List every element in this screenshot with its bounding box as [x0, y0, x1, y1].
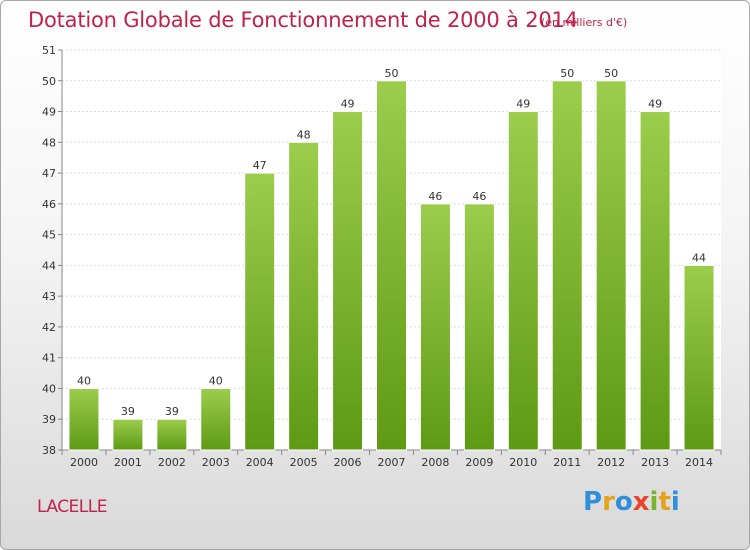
- logo-letter: i: [670, 487, 680, 517]
- y-tick-label: 47: [42, 167, 56, 180]
- x-tick-label: 2001: [114, 456, 142, 469]
- data-labels: 40 39 39 40 47 48 49 50 46 46 49 50 50 49 44: [77, 67, 706, 418]
- logo-letter: x: [632, 487, 650, 517]
- bar-2009: [463, 203, 495, 451]
- x-tick-label: 2005: [290, 456, 318, 469]
- x-tick-label: 2006: [334, 456, 362, 469]
- x-tick-label: 2008: [421, 456, 449, 469]
- logo-letter: r: [602, 487, 615, 517]
- x-tick-label: 2007: [378, 456, 406, 469]
- x-tick-label: 2000: [70, 456, 98, 469]
- bar-2013: [639, 111, 671, 451]
- bar-2002: [156, 418, 188, 451]
- data-label: 39: [165, 405, 179, 418]
- bars: [68, 80, 715, 451]
- bar-2014: [683, 264, 715, 451]
- y-tick-label: 48: [42, 136, 56, 149]
- data-label: 39: [121, 405, 135, 418]
- bar-2006: [332, 111, 364, 451]
- commune-name: LACELLE: [37, 497, 108, 517]
- bar-2007: [376, 80, 407, 451]
- data-label: 50: [604, 67, 618, 80]
- bar-2012: [595, 80, 627, 451]
- logo-letter: P: [583, 487, 603, 517]
- y-tick-label: 43: [42, 290, 56, 303]
- x-tick-label: 2009: [465, 456, 493, 469]
- logo-letter: o: [614, 487, 633, 517]
- data-label: 48: [297, 128, 311, 141]
- x-tick-label: 2014: [685, 456, 713, 469]
- bar-2004: [244, 172, 276, 451]
- bar-2001: [112, 418, 144, 451]
- data-label: 46: [472, 190, 486, 203]
- logo-letter: t: [658, 487, 671, 517]
- logo-letter: i: [649, 487, 659, 517]
- chart-title: Dotation Globale de Fonctionnement de 20…: [28, 8, 578, 32]
- x-tick-label: 2002: [158, 456, 186, 469]
- data-label: 40: [77, 374, 91, 387]
- data-label: 49: [516, 98, 530, 111]
- x-tick-label: 2013: [641, 456, 669, 469]
- x-tick-label: 2011: [553, 456, 581, 469]
- y-tick-label: 51: [42, 44, 56, 57]
- data-label: 49: [341, 98, 355, 111]
- y-tick-label: 49: [42, 106, 56, 119]
- y-tick-label: 38: [42, 444, 56, 457]
- data-label: 50: [560, 67, 574, 80]
- data-label: 50: [385, 67, 399, 80]
- data-label: 49: [648, 98, 662, 111]
- x-tick-label: 2003: [202, 456, 230, 469]
- x-tick-label: 2010: [509, 456, 537, 469]
- y-tick-label: 42: [42, 321, 56, 334]
- y-tick-label: 44: [42, 259, 56, 272]
- y-tick-label: 41: [42, 352, 56, 365]
- data-label: 47: [253, 159, 267, 172]
- y-tick-label: 50: [42, 75, 56, 88]
- bar-2008: [419, 203, 451, 451]
- data-label: 44: [692, 251, 706, 264]
- proxiti-logo: Proxiti: [583, 487, 680, 517]
- y-tick-label: 40: [42, 382, 56, 395]
- bar-2011: [551, 80, 583, 451]
- data-label: 46: [428, 190, 442, 203]
- bar-2010: [507, 111, 539, 451]
- y-tick-label: 39: [42, 413, 56, 426]
- bar-2003: [200, 387, 232, 451]
- data-label: 40: [209, 374, 223, 387]
- axes: 38 39 40 41 42 43 44 45 46 47 48 49 50 51 2000 2001 2002…: [42, 44, 722, 469]
- bar-2005: [288, 141, 320, 451]
- x-tick-label: 2012: [597, 456, 625, 469]
- y-tick-label: 46: [42, 198, 56, 211]
- bar-2000: [68, 387, 100, 451]
- y-tick-label: 45: [42, 229, 56, 242]
- unit-note: (en milliers d'€): [541, 16, 628, 29]
- x-tick-label: 2004: [246, 456, 274, 469]
